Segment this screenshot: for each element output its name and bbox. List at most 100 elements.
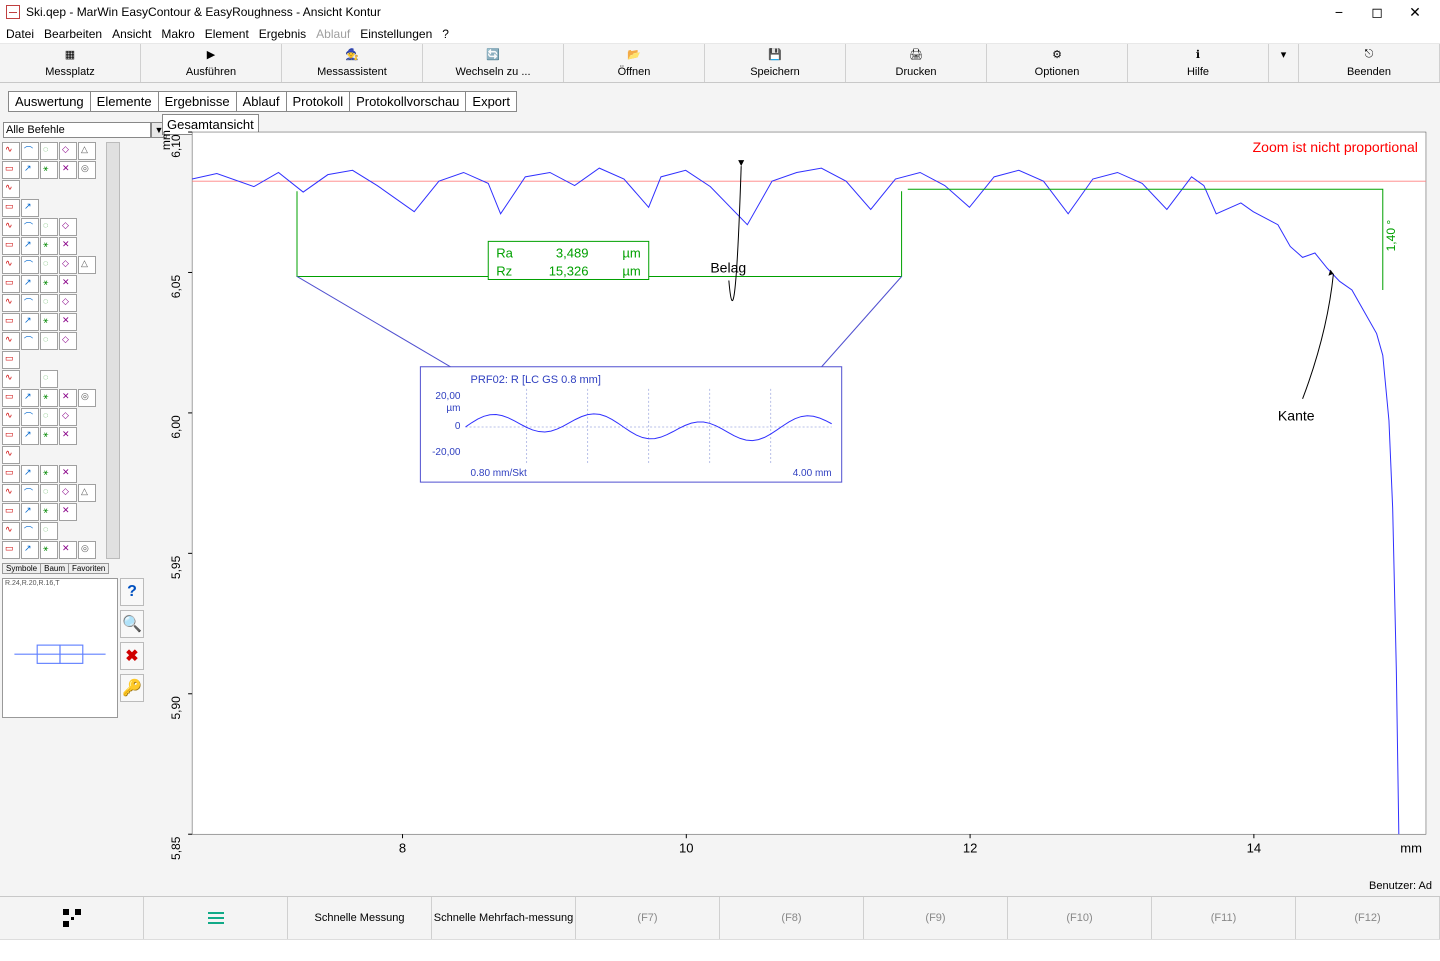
tool-button-48[interactable]: ✕ bbox=[59, 313, 77, 331]
tab-protokollvorschau[interactable]: Protokollvorschau bbox=[349, 91, 466, 112]
tool-button-69[interactable]: ◎ bbox=[78, 389, 96, 407]
toolbar--ffnen[interactable]: 📂Öffnen bbox=[564, 44, 705, 82]
fkey-12[interactable]: (F12) bbox=[1296, 897, 1440, 939]
tool-button-50[interactable]: ∿ bbox=[2, 332, 20, 350]
fkey-9[interactable]: (F9) bbox=[864, 897, 1008, 939]
tool-button-102[interactable]: ◌ bbox=[40, 522, 58, 540]
toolbar-beenden[interactable]: ⎋Beenden bbox=[1299, 44, 1440, 82]
tool-button-107[interactable]: ⚹ bbox=[40, 541, 58, 559]
tool-button-75[interactable]: ▭ bbox=[2, 427, 20, 445]
tab-elemente[interactable]: Elemente bbox=[90, 91, 159, 112]
delete-button[interactable]: ✖ bbox=[120, 642, 144, 670]
tool-button-67[interactable]: ⚹ bbox=[40, 389, 58, 407]
tool-button-25[interactable]: ▭ bbox=[2, 237, 20, 255]
tool-button-106[interactable]: ↗ bbox=[21, 541, 39, 559]
tool-button-31[interactable]: ⌒ bbox=[21, 256, 39, 274]
tool-scrollbar[interactable] bbox=[106, 142, 120, 559]
tool-button-28[interactable]: ✕ bbox=[59, 237, 77, 255]
tool-button-16[interactable]: ↗ bbox=[21, 199, 39, 217]
menu-ansicht[interactable]: Ansicht bbox=[112, 27, 151, 41]
fkey-10[interactable]: (F10) bbox=[1008, 897, 1152, 939]
palette-tab-favoriten[interactable]: Favoriten bbox=[68, 563, 109, 574]
menu-makro[interactable]: Makro bbox=[161, 27, 194, 41]
fkey-4[interactable] bbox=[144, 897, 288, 939]
tool-button-33[interactable]: ◇ bbox=[59, 256, 77, 274]
menu-element[interactable]: Element bbox=[205, 27, 249, 41]
tool-button-95[interactable]: ▭ bbox=[2, 503, 20, 521]
fkey-11[interactable]: (F11) bbox=[1152, 897, 1296, 939]
palette-tab-symbole[interactable]: Symbole bbox=[2, 563, 41, 574]
tool-button-8[interactable]: ✕ bbox=[59, 161, 77, 179]
tool-button-2[interactable]: ◌ bbox=[40, 142, 58, 160]
tool-button-42[interactable]: ◌ bbox=[40, 294, 58, 312]
command-dropdown[interactable]: ▼ bbox=[3, 122, 167, 138]
tab-auswertung[interactable]: Auswertung bbox=[8, 91, 91, 112]
tool-button-97[interactable]: ⚹ bbox=[40, 503, 58, 521]
command-dropdown-input[interactable] bbox=[3, 122, 151, 138]
tool-button-70[interactable]: ∿ bbox=[2, 408, 20, 426]
tool-button-32[interactable]: ◌ bbox=[40, 256, 58, 274]
minimize-button[interactable]: − bbox=[1320, 4, 1358, 20]
chart-area[interactable]: Zoom ist nicht proportionalmm5,855,905,9… bbox=[152, 122, 1436, 880]
tool-button-26[interactable]: ↗ bbox=[21, 237, 39, 255]
tool-button-98[interactable]: ✕ bbox=[59, 503, 77, 521]
fkey-3[interactable] bbox=[0, 897, 144, 939]
tool-button-40[interactable]: ∿ bbox=[2, 294, 20, 312]
tool-button-62[interactable]: ◌ bbox=[40, 370, 58, 388]
tool-button-41[interactable]: ⌒ bbox=[21, 294, 39, 312]
fkey-5[interactable]: Schnelle Messung bbox=[288, 897, 432, 939]
toolbar-optionen[interactable]: ⚙Optionen bbox=[987, 44, 1128, 82]
tool-button-51[interactable]: ⌒ bbox=[21, 332, 39, 350]
tool-button-92[interactable]: ◌ bbox=[40, 484, 58, 502]
menu-bearbeiten[interactable]: Bearbeiten bbox=[44, 27, 102, 41]
tool-button-20[interactable]: ∿ bbox=[2, 218, 20, 236]
tool-button-77[interactable]: ⚹ bbox=[40, 427, 58, 445]
tool-button-36[interactable]: ↗ bbox=[21, 275, 39, 293]
menu-einstellungen[interactable]: Einstellungen bbox=[360, 27, 432, 41]
tool-button-88[interactable]: ✕ bbox=[59, 465, 77, 483]
toolbar-ausf-hren[interactable]: ▶Ausführen bbox=[141, 44, 282, 82]
tool-button-66[interactable]: ↗ bbox=[21, 389, 39, 407]
zoom-button[interactable]: 🔍 bbox=[120, 610, 144, 638]
tool-button-65[interactable]: ▭ bbox=[2, 389, 20, 407]
tool-button-27[interactable]: ⚹ bbox=[40, 237, 58, 255]
tool-button-0[interactable]: ∿ bbox=[2, 142, 20, 160]
tool-button-7[interactable]: ⚹ bbox=[40, 161, 58, 179]
tool-button-71[interactable]: ⌒ bbox=[21, 408, 39, 426]
tab-ergebnisse[interactable]: Ergebnisse bbox=[158, 91, 237, 112]
tool-button-43[interactable]: ◇ bbox=[59, 294, 77, 312]
tool-button-85[interactable]: ▭ bbox=[2, 465, 20, 483]
tool-button-53[interactable]: ◇ bbox=[59, 332, 77, 350]
key-button[interactable]: 🔑 bbox=[120, 674, 144, 702]
tool-button-1[interactable]: ⌒ bbox=[21, 142, 39, 160]
tool-button-105[interactable]: ▭ bbox=[2, 541, 20, 559]
tool-button-87[interactable]: ⚹ bbox=[40, 465, 58, 483]
tool-button-9[interactable]: ◎ bbox=[78, 161, 96, 179]
tool-button-93[interactable]: ◇ bbox=[59, 484, 77, 502]
tool-button-80[interactable]: ∿ bbox=[2, 446, 20, 464]
toolbar-drucken[interactable]: 🖨Drucken bbox=[846, 44, 987, 82]
tool-button-47[interactable]: ⚹ bbox=[40, 313, 58, 331]
tool-button-52[interactable]: ◌ bbox=[40, 332, 58, 350]
help-button[interactable]: ? bbox=[120, 578, 144, 606]
tool-button-101[interactable]: ⌒ bbox=[21, 522, 39, 540]
toolbar-dropdown[interactable]: ▾ bbox=[1269, 44, 1299, 82]
tool-button-4[interactable]: △ bbox=[78, 142, 96, 160]
tool-button-38[interactable]: ✕ bbox=[59, 275, 77, 293]
tool-button-108[interactable]: ✕ bbox=[59, 541, 77, 559]
tool-button-60[interactable]: ∿ bbox=[2, 370, 20, 388]
tool-button-109[interactable]: ◎ bbox=[78, 541, 96, 559]
tool-button-73[interactable]: ◇ bbox=[59, 408, 77, 426]
tool-button-100[interactable]: ∿ bbox=[2, 522, 20, 540]
tool-button-94[interactable]: △ bbox=[78, 484, 96, 502]
toolbar-wechseln-zu-[interactable]: 🔄Wechseln zu ... bbox=[423, 44, 564, 82]
tool-button-3[interactable]: ◇ bbox=[59, 142, 77, 160]
toolbar-messassistent[interactable]: 🧙Messassistent bbox=[282, 44, 423, 82]
close-button[interactable]: ✕ bbox=[1396, 4, 1434, 21]
menu-datei[interactable]: Datei bbox=[6, 27, 34, 41]
tool-button-34[interactable]: △ bbox=[78, 256, 96, 274]
toolbar-hilfe[interactable]: ℹHilfe bbox=[1128, 44, 1269, 82]
tool-button-37[interactable]: ⚹ bbox=[40, 275, 58, 293]
menu-ablauf[interactable]: Ablauf bbox=[316, 27, 350, 41]
tool-button-96[interactable]: ↗ bbox=[21, 503, 39, 521]
